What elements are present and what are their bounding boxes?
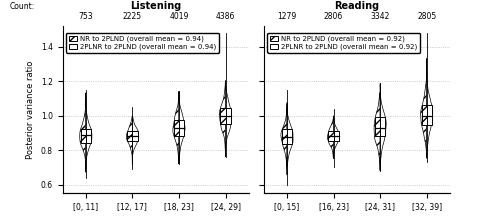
Bar (132, 131, 138, 141)
X-axis label: Listening: Listening (130, 1, 182, 12)
Polygon shape (287, 103, 293, 167)
Polygon shape (420, 74, 426, 158)
Bar (375, 117, 380, 136)
Polygon shape (179, 92, 185, 164)
Polygon shape (126, 116, 132, 165)
Bar (80, 128, 86, 143)
Legend: NR to 2PLND (overall mean = 0.92), 2PLNR to 2PLND (overall mean = 0.92): NR to 2PLND (overall mean = 0.92), 2PLNR… (267, 33, 420, 53)
Polygon shape (334, 116, 340, 158)
Polygon shape (374, 92, 380, 171)
Y-axis label: Posterior variance ratio: Posterior variance ratio (26, 60, 35, 159)
Bar (127, 131, 132, 141)
Bar (174, 120, 179, 136)
Polygon shape (132, 117, 138, 158)
Polygon shape (80, 93, 86, 167)
Text: Count:: Count: (10, 2, 35, 11)
Polygon shape (380, 84, 386, 170)
Bar (334, 131, 338, 141)
Bar (328, 131, 334, 141)
Bar (226, 108, 230, 124)
Polygon shape (328, 118, 334, 159)
X-axis label: Reading: Reading (334, 1, 380, 12)
Bar (380, 117, 386, 136)
Polygon shape (426, 58, 433, 158)
Polygon shape (226, 81, 232, 155)
Polygon shape (86, 100, 92, 172)
Legend: NR to 2PLND (overall mean = 0.94), 2PLNR to 2PLND (overall mean = 0.94): NR to 2PLND (overall mean = 0.94), 2PLNR… (66, 33, 219, 53)
Bar (86, 128, 91, 143)
Bar (426, 105, 432, 125)
Bar (220, 108, 226, 124)
Polygon shape (173, 92, 179, 164)
Bar (282, 129, 287, 144)
Bar (287, 129, 292, 144)
Polygon shape (281, 104, 287, 175)
Polygon shape (220, 81, 226, 157)
Bar (179, 120, 184, 136)
Bar (422, 105, 426, 125)
